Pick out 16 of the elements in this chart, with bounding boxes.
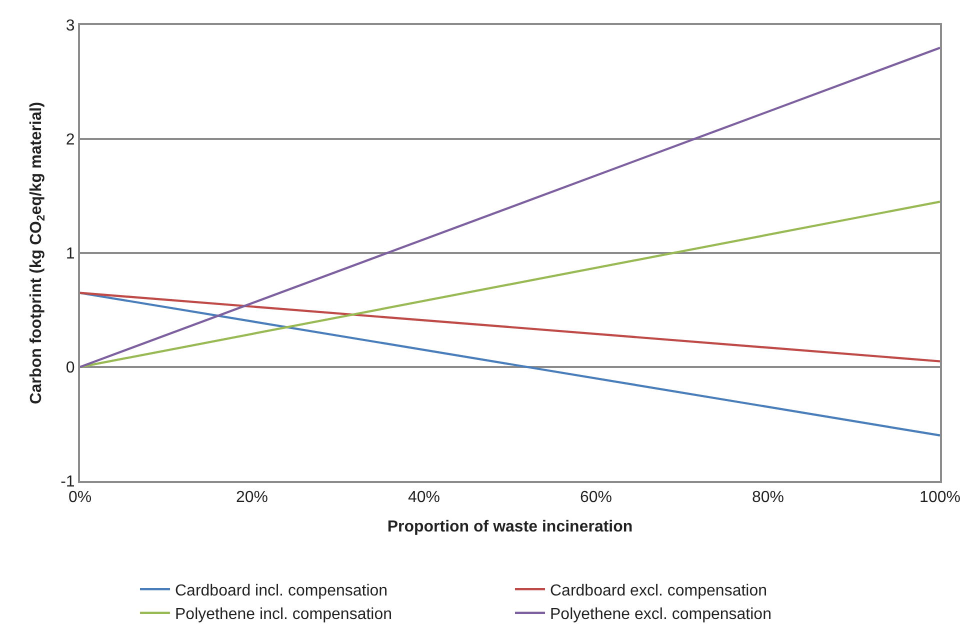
legend-label: Polyethene excl. compensation — [550, 606, 772, 624]
x-tick-label: 0% — [68, 489, 92, 506]
x-tick-label: 40% — [408, 489, 440, 506]
y-tick-label: 0 — [66, 360, 75, 377]
legend-label: Cardboard excl. compensation — [550, 582, 768, 600]
legend-label: Polyethene incl. compensation — [175, 606, 392, 624]
x-tick-label: 100% — [920, 489, 960, 506]
y-tick-label: -1 — [60, 474, 75, 491]
x-tick-label: 60% — [580, 489, 612, 506]
y-tick-label: 3 — [66, 18, 75, 35]
y-tick-label: 2 — [66, 132, 75, 149]
legend-label: Cardboard incl. compensation — [175, 582, 388, 600]
x-tick-label: 80% — [752, 489, 784, 506]
x-tick-label: 20% — [236, 489, 268, 506]
y-tick-label: 1 — [66, 246, 75, 263]
x-axis-title: Proportion of waste incineration — [387, 518, 633, 536]
